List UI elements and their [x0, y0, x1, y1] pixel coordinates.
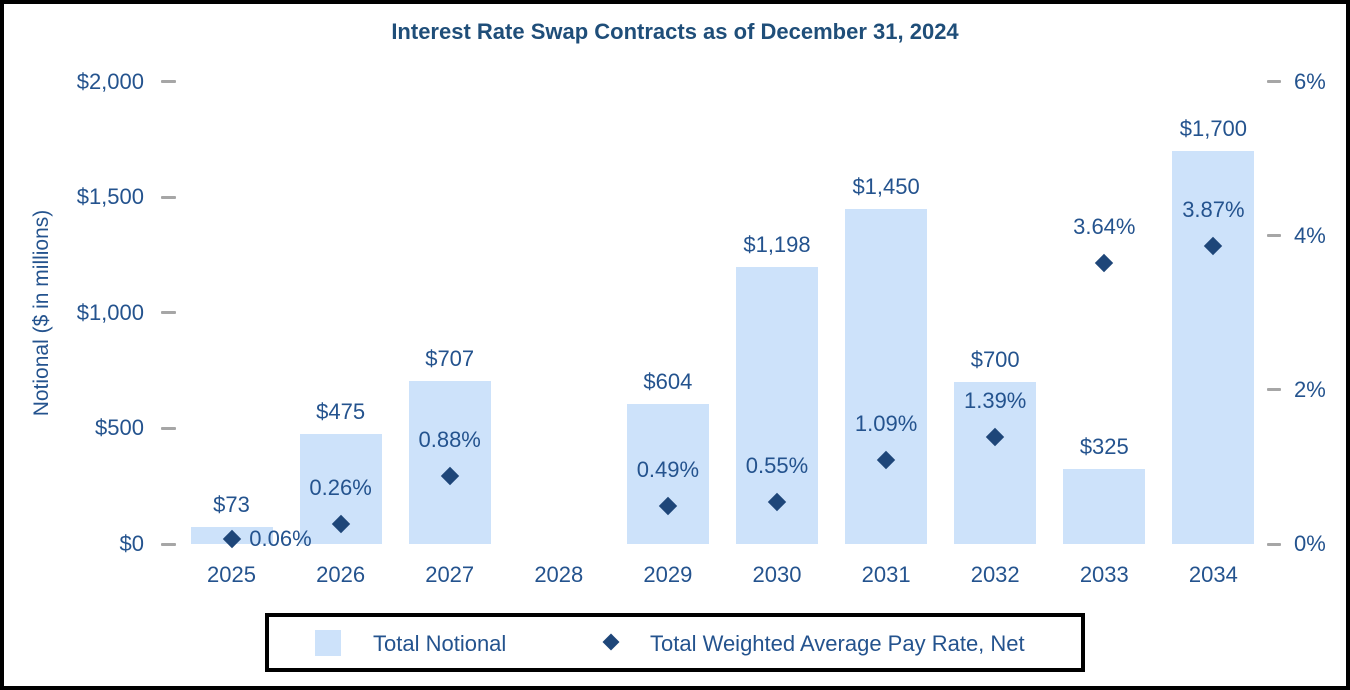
pay-rate-value-label: 1.09%	[854, 410, 918, 436]
notional-value-label: $604	[643, 369, 693, 395]
notional-value-label: $475	[316, 399, 366, 425]
x-axis-label: 2033	[1079, 562, 1129, 587]
notional-bar	[1063, 468, 1146, 544]
legend-notional-swatch-icon	[315, 630, 341, 656]
notional-bar	[408, 380, 491, 544]
notional-bar	[626, 404, 709, 544]
legend-label-pay-rate: Total Weighted Average Pay Rate, Net	[650, 631, 1025, 656]
x-axis-label: 2029	[643, 562, 693, 587]
right-axis-tick-label: 4%	[1294, 222, 1326, 248]
right-axis-tick-dash	[1267, 234, 1281, 238]
pay-rate-value-label: 0.88%	[418, 427, 481, 453]
notional-value-label: $1,450	[852, 173, 920, 199]
x-axis-label: 2028	[534, 562, 584, 587]
left-axis-tick-label: $1,500	[76, 184, 144, 210]
left-axis-tick-label: $0	[119, 531, 144, 556]
right-axis-tick-label: 2%	[1294, 376, 1326, 402]
left-axis-tick-dash	[161, 80, 176, 83]
x-axis-label: 2031	[861, 562, 911, 587]
pay-rate-value-label: 0.49%	[636, 457, 700, 483]
x-axis-label: 2034	[1188, 562, 1238, 587]
notional-value-label: $73	[213, 492, 250, 518]
notional-bar	[954, 382, 1037, 544]
notional-value-label: $1,700	[1179, 115, 1248, 141]
legend-label-total-notional: Total Notional	[373, 631, 507, 656]
pay-rate-marker-diamond-icon	[1095, 254, 1114, 273]
x-axis-label: 2030	[752, 562, 802, 587]
pay-rate-value-label: 0.26%	[309, 474, 372, 500]
chart-title: Interest Rate Swap Contracts as of Decem…	[391, 19, 959, 44]
right-axis-tick-label: 6%	[1294, 68, 1326, 94]
notional-value-label: $707	[425, 345, 475, 371]
plot-area: $2,000 $1,500 $1,000 $500 $0 6% 4% 2% 0% 2025 $73 0…	[4, 4, 1346, 686]
notional-bar	[1172, 150, 1255, 544]
x-axis-label: 2032	[970, 562, 1020, 587]
right-axis-tick-dash	[1267, 80, 1281, 83]
left-axis-tick-label: $2,000	[76, 68, 144, 94]
notional-value-label: $1,198	[743, 231, 811, 257]
pay-rate-value-label: 3.87%	[1182, 196, 1245, 222]
left-axis-tick-dash	[161, 426, 176, 430]
legend-diamond-icon	[602, 633, 620, 651]
notional-bar	[845, 208, 928, 544]
right-axis-tick-dash	[1267, 542, 1281, 546]
x-axis-label: 2026	[316, 562, 366, 587]
legend-box: Total Notional Total Weighted Average Pa…	[265, 613, 1085, 672]
right-axis-tick-label: 0%	[1294, 531, 1326, 556]
left-axis-tick-label: $1,000	[76, 299, 144, 325]
left-axis-tick-dash	[161, 311, 176, 315]
left-axis-tick-dash	[161, 542, 176, 546]
x-axis-label: 2027	[425, 562, 475, 587]
pay-rate-value-label: 0.06%	[249, 526, 312, 552]
pay-rate-value-label: 3.64%	[1073, 214, 1136, 240]
left-axis-tick-dash	[161, 195, 176, 199]
notional-value-label: $700	[970, 347, 1020, 373]
left-axis-tick-label: $500	[95, 415, 144, 441]
pay-rate-value-label: 1.39%	[963, 387, 1027, 413]
notional-value-label: $325	[1079, 433, 1129, 459]
pay-rate-value-label: 0.55%	[745, 452, 809, 478]
right-axis-tick-dash	[1267, 388, 1281, 392]
x-axis-label: 2025	[207, 562, 256, 587]
